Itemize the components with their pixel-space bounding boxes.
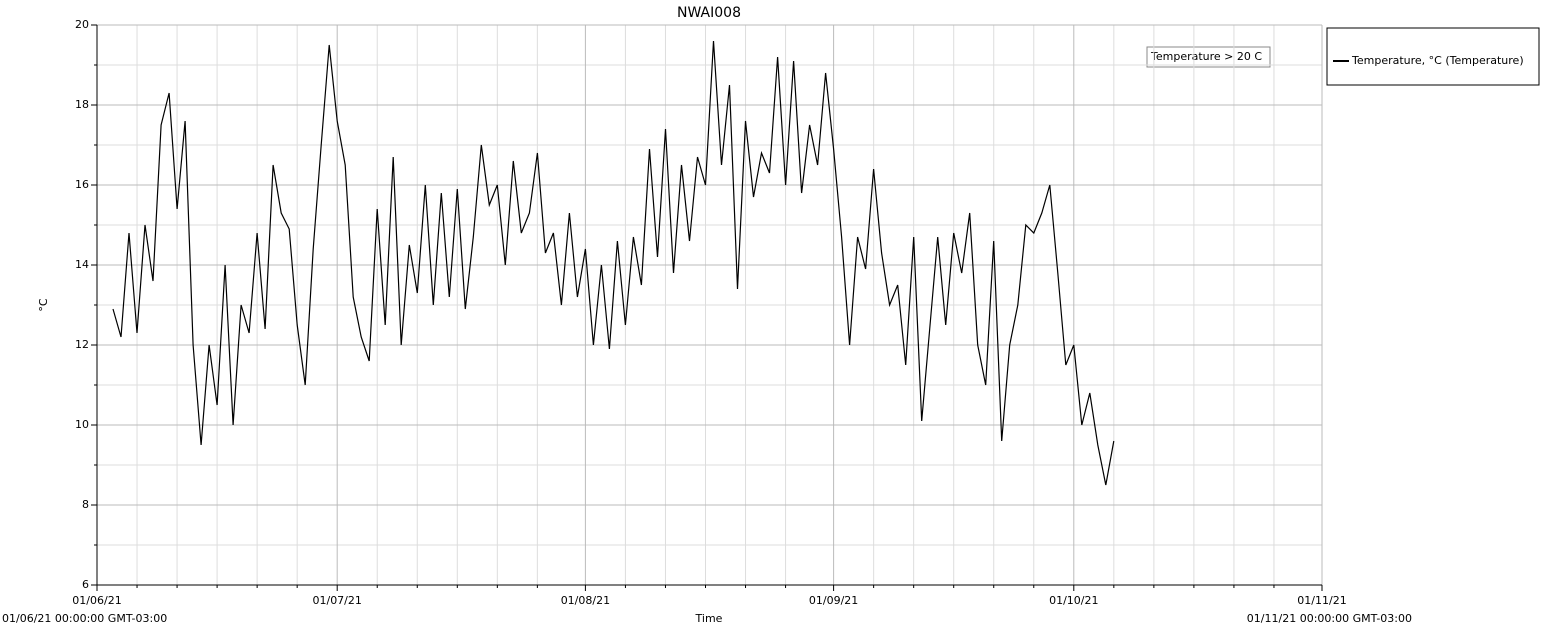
chart-title: NWAI008 [677,5,741,21]
legend-box [1326,27,1540,86]
x-range-start: 01/06/21 00:00:00 GMT-03:00 [2,612,167,625]
y-tick-label: 8 [82,498,89,511]
x-tick-label: 01/10/21 [1049,594,1098,607]
y-tick-label: 12 [75,338,89,351]
x-tick-label: 01/08/21 [561,594,610,607]
x-tick-label: 01/11/21 [1297,594,1346,607]
y-tick-label: 18 [75,98,89,111]
y-tick-label: 14 [75,258,89,271]
legend-label: Temperature, °C (Temperature) [1351,54,1524,67]
x-tick-label: 01/09/21 [809,594,858,607]
y-tick-label: 20 [75,18,89,31]
x-axis-label: Time [695,612,723,625]
y-axis-label: °C [37,298,50,312]
annotation: Temperature > 20 C [1150,50,1262,63]
x-tick-label: 01/07/21 [312,594,361,607]
y-tick-label: 6 [82,578,89,591]
y-tick-label: 10 [75,418,89,431]
x-range-end: 01/11/21 00:00:00 GMT-03:00 [1247,612,1412,625]
annotation-box [1146,46,1271,68]
x-tick-label: 01/06/21 [72,594,121,607]
y-tick-label: 16 [75,178,89,191]
data-line [112,40,1115,486]
